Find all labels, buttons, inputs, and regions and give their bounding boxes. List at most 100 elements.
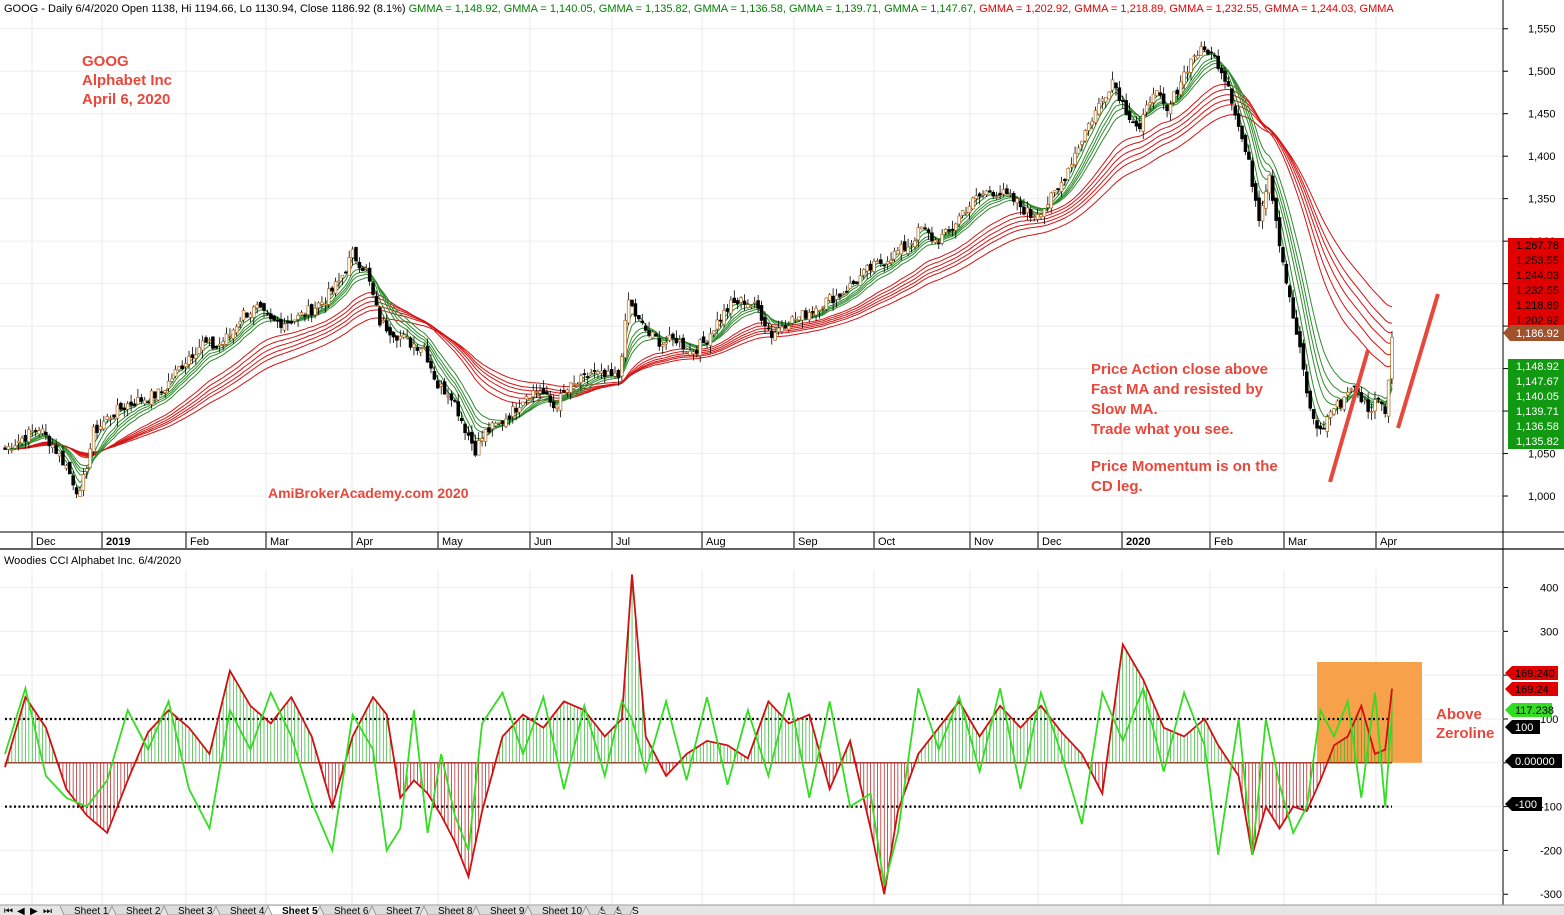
sheet-tab-label: S	[600, 906, 607, 915]
sheet-tab[interactable]	[617, 905, 635, 915]
candle	[1073, 152, 1077, 165]
candle	[1124, 100, 1128, 115]
candle	[1366, 399, 1370, 412]
candle	[340, 274, 345, 279]
candle	[1141, 114, 1145, 132]
sheet-tab-label: Sheet 8	[438, 906, 473, 915]
candle	[221, 341, 225, 345]
candle	[1192, 55, 1197, 58]
candle	[466, 432, 471, 436]
fast-ma-price-tag-label: 1,148.92	[1516, 361, 1559, 373]
candle	[1325, 416, 1330, 432]
candle	[1103, 96, 1108, 103]
candle	[596, 371, 600, 375]
candle	[1063, 179, 1067, 181]
candle	[940, 234, 944, 244]
candle	[633, 303, 638, 317]
candle	[1315, 420, 1319, 429]
candle	[320, 301, 324, 305]
sheet-tab-label: S	[616, 906, 623, 915]
candle	[650, 331, 655, 339]
sheet-tab[interactable]	[111, 905, 165, 915]
candle	[1202, 46, 1207, 51]
candle	[265, 312, 270, 315]
candle	[378, 307, 382, 326]
candle	[64, 465, 69, 469]
candle	[1380, 402, 1384, 405]
candle	[1383, 406, 1387, 414]
slow-ma-price-tag-label: 1,232.55	[1516, 285, 1559, 297]
candle	[419, 348, 423, 353]
candle	[449, 393, 454, 401]
candle	[146, 401, 150, 404]
cci-y-tick-label: -200	[1540, 845, 1562, 857]
candle	[1161, 93, 1166, 104]
candle	[994, 196, 999, 198]
candle	[705, 342, 709, 345]
sheet-tab[interactable]	[267, 905, 321, 915]
candle	[558, 393, 563, 411]
candle	[967, 205, 972, 213]
x-tick-label: Feb	[1214, 536, 1233, 548]
candle	[1216, 55, 1220, 69]
sheet-nav-button[interactable]: ⏭	[43, 906, 52, 915]
x-tick-label: Nov	[974, 536, 994, 548]
candle	[1083, 130, 1088, 142]
sheet-nav-button[interactable]: ▶	[30, 906, 38, 915]
candle	[354, 247, 358, 262]
sheet-tab[interactable]	[601, 905, 619, 915]
candle	[534, 391, 539, 393]
x-tick-label: Feb	[190, 536, 209, 548]
candle	[664, 342, 668, 345]
candle	[511, 406, 515, 417]
candle	[272, 315, 276, 321]
x-tick-label: Dec	[36, 536, 56, 548]
candle	[548, 395, 553, 403]
x-tick-label: Oct	[878, 536, 895, 548]
candle	[1270, 175, 1275, 201]
candle	[787, 325, 791, 330]
candle	[1308, 390, 1312, 409]
sheet-nav-button[interactable]: ◀	[17, 906, 25, 915]
candle	[654, 333, 658, 337]
candle	[473, 440, 478, 456]
sheet-tab[interactable]	[163, 905, 217, 915]
candle	[275, 319, 280, 322]
candle	[1335, 400, 1340, 408]
candle	[177, 366, 181, 371]
candle	[323, 303, 328, 306]
candle	[766, 327, 771, 330]
candle	[476, 440, 481, 456]
candle	[1277, 217, 1282, 247]
sheet-nav-button[interactable]: ⏮	[4, 906, 13, 915]
candle	[228, 334, 232, 337]
cci-y-tick-label: 400	[1540, 583, 1558, 595]
gmma-line	[4, 104, 1393, 455]
candle	[1042, 208, 1047, 217]
candle	[1301, 343, 1306, 370]
sheet-tab[interactable]	[527, 905, 587, 915]
candle	[793, 318, 798, 321]
candle	[211, 336, 215, 349]
sheet-tab[interactable]	[585, 905, 603, 915]
slow-ma-price-tag	[1508, 313, 1564, 328]
candle	[1093, 110, 1098, 123]
candle	[1090, 120, 1094, 126]
cci-y-tick-label: 300	[1540, 626, 1558, 638]
candle	[44, 431, 48, 436]
candle	[954, 223, 958, 231]
slow-ma-price-tag-label: 1,244.03	[1516, 270, 1559, 282]
slow-ma-price-tag	[1508, 298, 1564, 313]
candle	[207, 339, 212, 342]
sheet-tab[interactable]	[423, 905, 477, 915]
sheet-tab[interactable]	[371, 905, 425, 915]
sheet-tab[interactable]	[319, 905, 373, 915]
sheet-tab[interactable]	[215, 905, 269, 915]
fast-ma-price-tag	[1508, 419, 1564, 434]
candle	[344, 271, 348, 274]
sheet-tab[interactable]	[475, 905, 529, 915]
candle	[643, 325, 648, 331]
candle	[844, 290, 849, 293]
sheet-tab[interactable]	[59, 905, 113, 915]
cci-chart-title: Woodies CCI Alphabet Inc. 6/4/2020	[4, 555, 181, 567]
